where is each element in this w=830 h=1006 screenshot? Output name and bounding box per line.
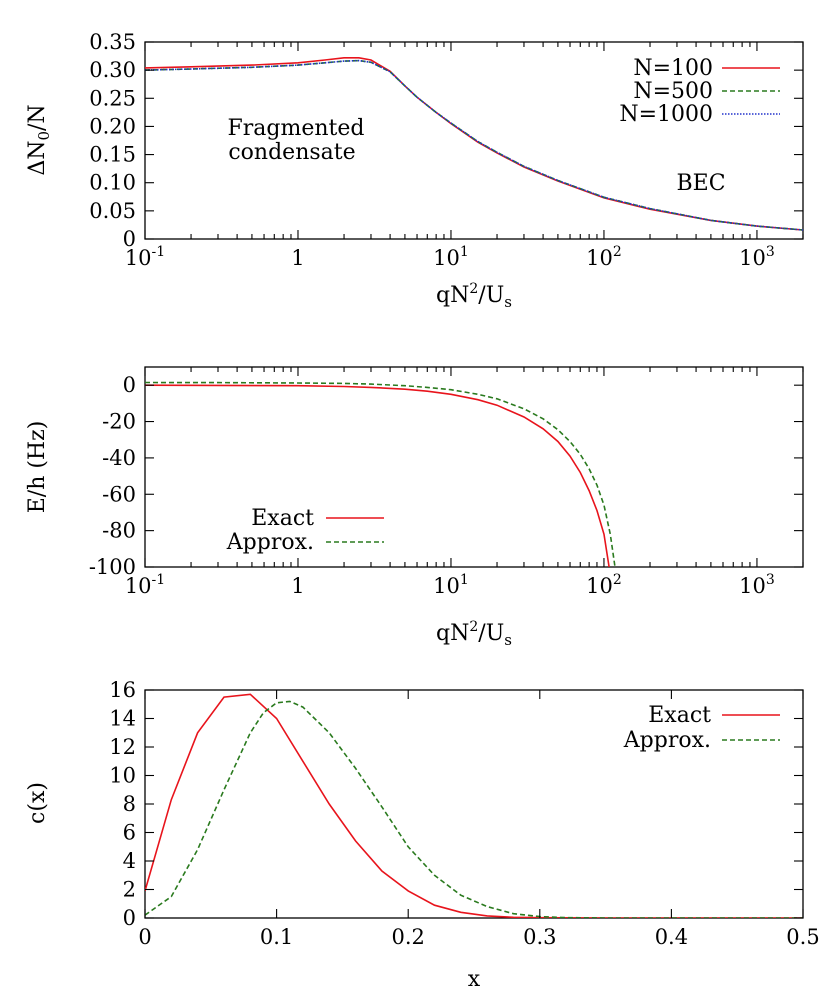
x-tick-label: 101 (433, 244, 469, 270)
y-tick-label: 0 (123, 906, 136, 930)
legend-label-n1000: N=1000 (619, 102, 713, 127)
legend: Exact Approx. (623, 703, 780, 753)
legend-label-exact: Exact (251, 506, 314, 531)
y-tick-label: 10 (109, 764, 136, 788)
y-tick-label: -100 (89, 555, 136, 579)
x-tick-label: 0.3 (523, 925, 556, 949)
plot-lines (145, 57, 803, 231)
x-tick-label: 10-1 (125, 572, 165, 598)
legend-label-approx: Approx. (623, 728, 711, 753)
y-tick-label: -20 (102, 410, 136, 434)
x-axis-label: qN2/Us (436, 281, 512, 311)
y-tick-label: 0.25 (89, 86, 136, 110)
y-tick-label: 0.30 (89, 58, 136, 82)
legend: Exact Approx. (226, 506, 384, 555)
x-tick-label: 1 (291, 246, 304, 270)
y-tick-label: 2 (123, 878, 136, 902)
series-line-approx (145, 700, 803, 918)
x-tick-label: 102 (586, 572, 622, 598)
y-tick-label: 0.10 (89, 171, 136, 195)
legend-label-exact: Exact (648, 703, 711, 728)
x-tick-label: 0.2 (391, 925, 424, 949)
x-tick-label: 1 (291, 574, 304, 598)
x-axis-label: x (468, 967, 481, 992)
x-tick-label: 101 (433, 572, 469, 598)
x-tick-label: 10-1 (125, 244, 165, 270)
y-ticks: 0 0.05 0.10 0.15 0.20 0.25 0.30 0.35 (89, 30, 803, 251)
y-tick-label: -80 (102, 519, 136, 543)
y-tick-label: 0.20 (89, 114, 136, 138)
x-ticks: 10-1 1 101 102 103 (125, 42, 804, 270)
y-axis-label: E/h (Hz) (25, 421, 50, 514)
x-tick-label: 0 (138, 925, 151, 949)
plot-frame (144, 366, 804, 568)
x-tick-label: 103 (739, 244, 775, 270)
y-tick-label: 6 (123, 821, 136, 845)
plot-frame (144, 41, 804, 240)
x-tick-label: 0.5 (786, 925, 819, 949)
annotation-condensate: condensate (228, 140, 355, 165)
panel-condensate-fraction: 10-1 1 101 102 103 0 0.05 0.10 0.15 0.20 0.25 0.30… (25, 30, 804, 311)
x-tick-label: 0.1 (260, 925, 293, 949)
y-tick-label: 0 (123, 373, 136, 397)
panel-energy: 10-1 1 101 102 103 -100-80-60-40-200 qN2/Us … (25, 366, 804, 649)
x-ticks: 10-1 1 101 102 103 (125, 367, 804, 598)
legend-label-approx: Approx. (226, 530, 314, 555)
y-axis-label: ΔN0/N (25, 104, 53, 175)
x-tick-label: 0.4 (655, 925, 688, 949)
plot-lines (145, 381, 616, 567)
legend-label-n100: N=100 (633, 56, 713, 81)
y-tick-label: -40 (102, 446, 136, 470)
y-ticks: 0 2 4 6 8 10 12 14 16 (109, 678, 803, 930)
y-tick-label: 8 (123, 792, 136, 816)
y-tick-label: 4 (123, 849, 136, 873)
y-tick-label: 0.15 (89, 143, 136, 167)
series-line-approx (145, 381, 616, 567)
annotation-fragmented: Fragmented (228, 116, 365, 141)
series-line-n500 (145, 59, 803, 231)
y-tick-label: 14 (109, 707, 136, 731)
y-tick-label: 16 (109, 678, 136, 702)
legend-label-n500: N=500 (633, 79, 713, 104)
legend: N=100 N=500 N=1000 (619, 56, 780, 127)
x-tick-label: 103 (739, 572, 775, 598)
y-tick-label: 0.05 (89, 199, 136, 223)
y-tick-label: 0.35 (89, 30, 136, 54)
x-tick-label: 102 (586, 244, 622, 270)
x-axis-label: qN2/Us (436, 619, 512, 649)
y-ticks: -100 -80 -60 -40 -20 0 (89, 373, 803, 579)
annotation-bec: BEC (676, 171, 725, 196)
y-axis-label: c(x) (25, 782, 50, 824)
x-ticks: 0 0.1 0.2 0.3 0.4 0.5 (138, 690, 820, 949)
y-tick-label: 12 (109, 735, 136, 759)
y-tick-label: 0 (123, 227, 136, 251)
y-tick-label: -60 (102, 482, 136, 506)
series-line-exact (145, 384, 610, 567)
